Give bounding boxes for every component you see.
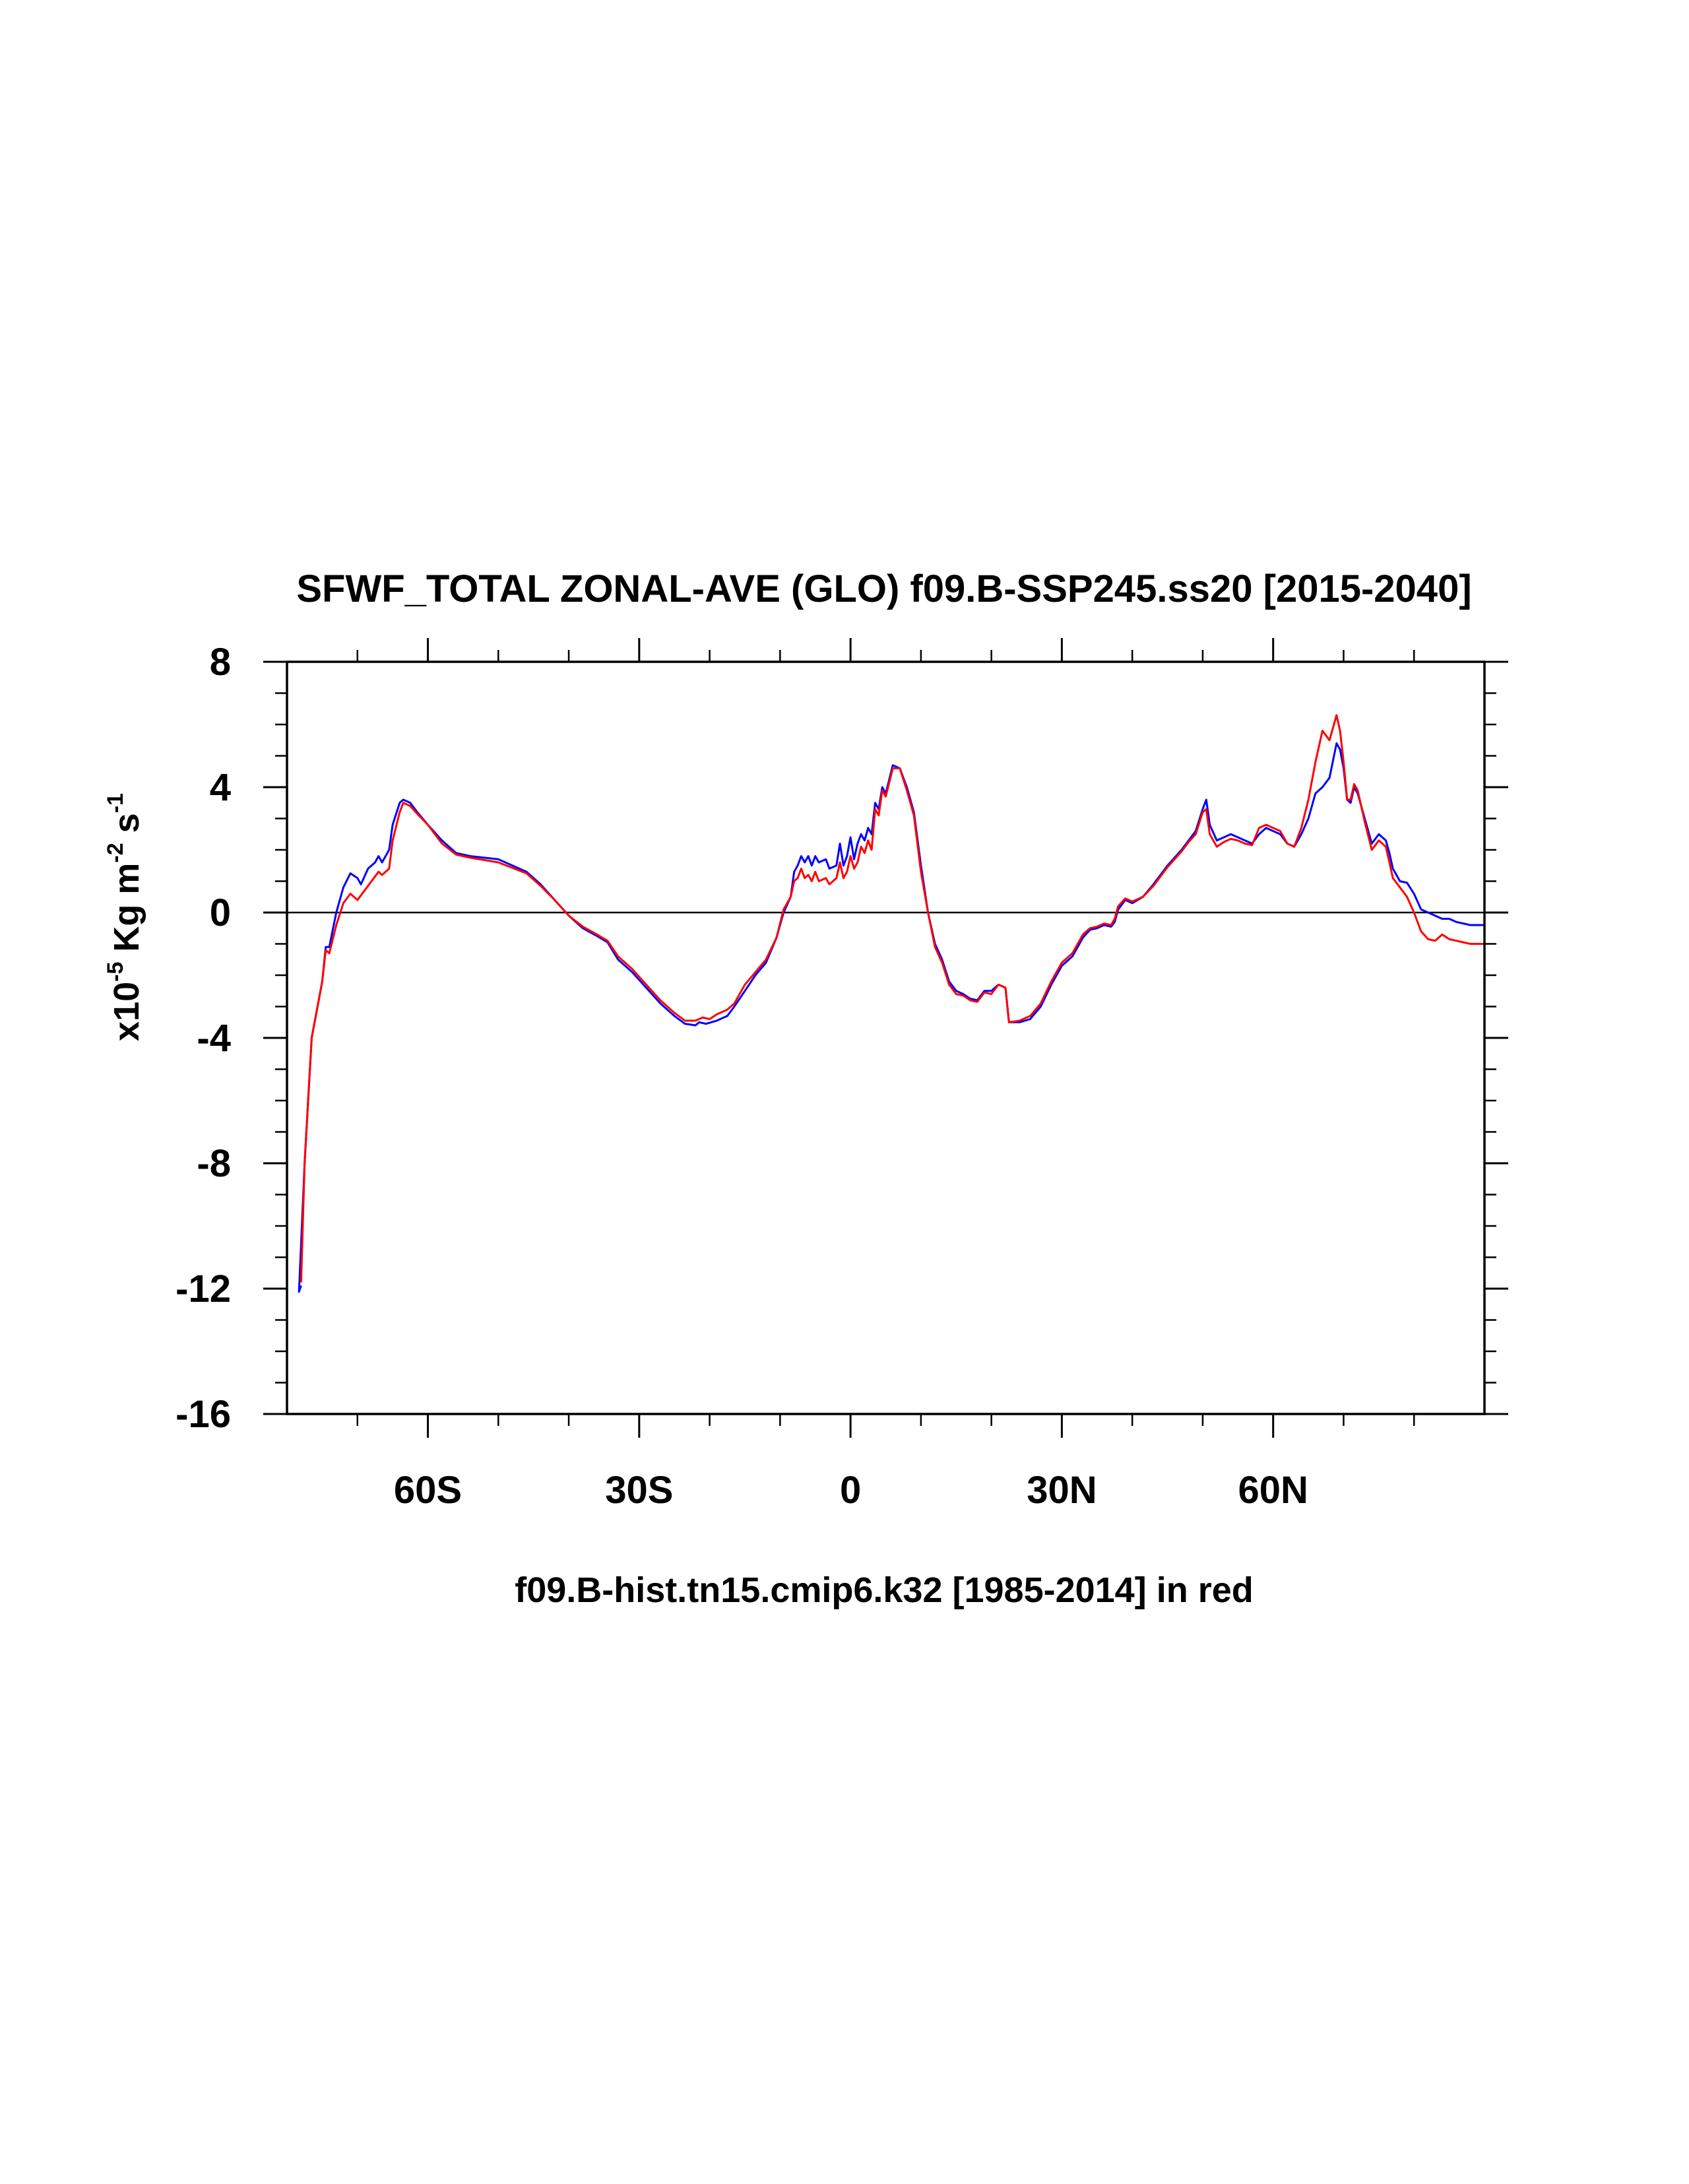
chart-title: SFWF_TOTAL ZONAL-AVE (GLO) f09.B-SSP245.… <box>296 567 1471 610</box>
y-axis-label-exponent: -2 <box>103 843 128 862</box>
y-axis-label: x10-5 Kg m-2 s-1 <box>103 793 146 1041</box>
x-tick-label: 60N <box>1238 1469 1308 1512</box>
y-axis-label-exponent: -1 <box>103 793 128 813</box>
x-tick-label: 60S <box>394 1469 462 1512</box>
x-tick-label: 0 <box>840 1469 861 1512</box>
y-axis-label-prefix: x10 <box>107 982 146 1041</box>
plot-area: 60S 30S 0 30N 60N 8 4 0 -4 -8 -12 -16 <box>175 638 1508 1512</box>
svg-text:x10-5 Kg m-2 s-1: x10-5 Kg m-2 s-1 <box>103 793 146 1041</box>
y-tick-label: 8 <box>210 641 231 684</box>
y-axis-label-exponent: -5 <box>103 962 128 982</box>
y-tick-label: -16 <box>175 1393 231 1436</box>
x-tick-label: 30S <box>605 1469 673 1512</box>
y-tick-label: -4 <box>197 1017 231 1060</box>
series-line-2 <box>300 714 1484 1283</box>
y-tick-label: -8 <box>197 1142 231 1185</box>
y-axis-label-unit: s <box>107 813 146 843</box>
y-axis-label-unit: Kg m <box>107 863 146 962</box>
x-axis-label: f09.B-hist.tn15.cmip6.k32 [1985-2014] in… <box>515 1570 1253 1610</box>
plot-frame <box>286 660 1486 1415</box>
series-line-1 <box>298 742 1484 1293</box>
y-tick-label: 4 <box>210 766 231 809</box>
y-tick-label: 0 <box>210 891 231 934</box>
y-tick-label: -12 <box>175 1268 231 1310</box>
x-tick-label: 30N <box>1027 1469 1097 1512</box>
